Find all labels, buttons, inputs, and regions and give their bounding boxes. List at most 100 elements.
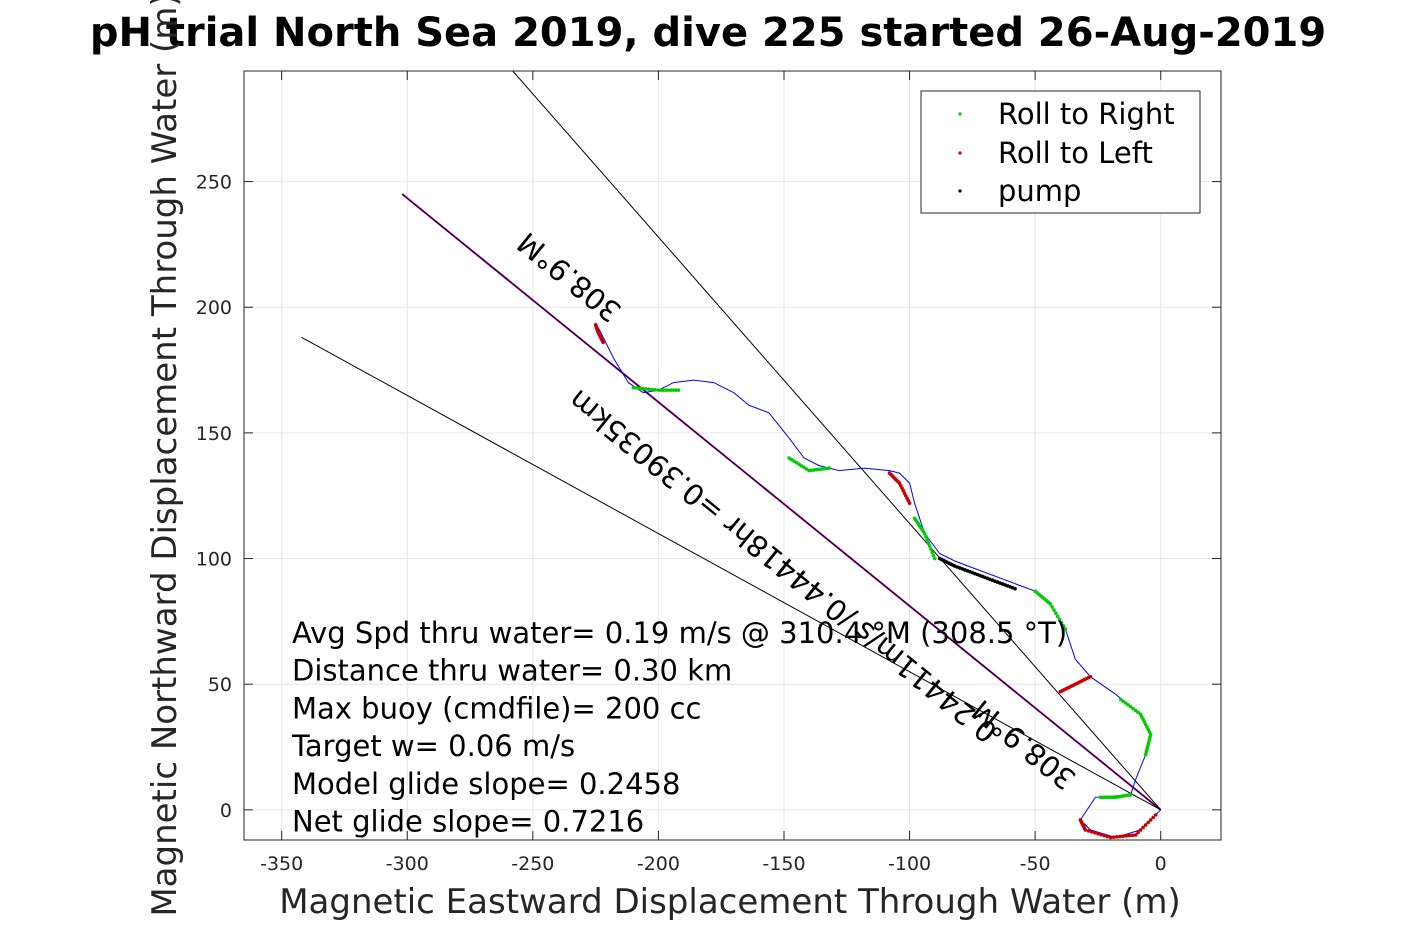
roll-right-point	[1128, 705, 1133, 709]
y-tick-label: 50	[208, 674, 232, 696]
track	[597, 327, 1162, 839]
y-axis-label: Magnetic Northward Displacement Through …	[145, 0, 185, 917]
y-tick-label: 0	[220, 800, 232, 822]
lower-bound-line	[301, 336, 1161, 811]
x-axis-label: Magnetic Eastward Displacement Through W…	[279, 882, 1181, 922]
markers	[593, 323, 1158, 840]
ticks: -350 -300 -250 -200 -150 -100 -50 0 0 50 100 150 200…	[196, 71, 1221, 875]
upper-bound-line	[512, 71, 1162, 811]
roll-right-point	[1059, 620, 1064, 625]
x-tick-label: -300	[386, 853, 429, 875]
annotation-line: Distance thru water= 0.30 km	[292, 654, 732, 688]
heading-overlay-line	[401, 193, 1162, 811]
roll-left-point	[1153, 813, 1158, 817]
roll-left-point	[1133, 833, 1138, 837]
roll-right-point	[653, 388, 658, 392]
x-tick-label: -350	[260, 853, 303, 875]
roll-right-point	[650, 387, 654, 392]
roll-left-point	[1118, 834, 1122, 839]
roll-right-point	[931, 553, 936, 558]
pump-point	[937, 556, 942, 561]
x-tick-label: -250	[511, 853, 554, 875]
roll-right-point	[644, 387, 648, 391]
roll-right-point	[1126, 703, 1130, 707]
roll-right-point	[1054, 611, 1058, 615]
x-tick-label: -150	[762, 853, 805, 875]
roll-right-point	[634, 386, 639, 390]
roll-right-point	[1052, 608, 1056, 612]
legend-label-roll-right: Roll to Right	[998, 97, 1175, 131]
legend-label-roll-left: Roll to Left	[998, 136, 1153, 170]
roll-right-point	[926, 541, 931, 545]
legend-marker-roll-left	[958, 151, 962, 155]
annotation-line: Net glide slope= 0.7216	[292, 805, 644, 839]
roll-left-point	[1058, 689, 1063, 694]
roll-right-point	[1050, 605, 1054, 609]
roll-right-point	[1061, 623, 1066, 628]
roll-right-point	[1121, 699, 1125, 703]
y-tick-label: 100	[196, 549, 232, 571]
roll-left-point	[1089, 830, 1094, 834]
reference-lines	[301, 71, 1162, 811]
roll-right-point	[1136, 710, 1140, 715]
roll-left-point	[1151, 815, 1155, 820]
roll-right-point	[1138, 712, 1143, 717]
roll-left-point	[1105, 834, 1110, 839]
roll-left-point	[1127, 833, 1132, 838]
roll-left-point	[1121, 834, 1125, 839]
roll-left-point	[1102, 833, 1107, 838]
roll-right-point	[1033, 589, 1037, 594]
roll-right-point	[674, 388, 678, 392]
roll-right-point	[671, 388, 676, 392]
roll-right-point	[631, 385, 636, 390]
roll-left-point	[1092, 830, 1097, 835]
y-tick-label: 250	[196, 172, 232, 194]
roll-right-point	[666, 388, 671, 392]
annotation-block: Avg Spd thru water= 0.19 m/s @ 310.4 °M …	[291, 616, 1067, 839]
roll-right-point	[1123, 701, 1128, 705]
plot-frame	[243, 70, 1222, 841]
legend-box	[920, 90, 1201, 214]
y-tick-label: 150	[196, 423, 232, 445]
roll-left-point	[1078, 818, 1083, 822]
legend-marker-pump	[958, 189, 962, 193]
roll-right-point	[637, 386, 642, 391]
roll-right-point	[640, 386, 645, 391]
roll-left-point	[1130, 833, 1135, 838]
roll-right-point	[669, 388, 673, 392]
legend: Roll to Right Roll to Left pump	[920, 90, 1201, 214]
y-tick-label: 200	[196, 297, 232, 319]
x-tick-label: 0	[1155, 853, 1167, 875]
annotation-line: Avg Spd thru water= 0.19 m/s @ 310.4 °M …	[292, 616, 1067, 650]
roll-left-point	[1124, 834, 1128, 838]
roll-left-point	[1138, 828, 1143, 832]
roll-left-point	[1148, 818, 1153, 822]
roll-right-point	[929, 547, 933, 551]
roll-right-point	[647, 387, 651, 392]
roll-left-point	[1099, 832, 1103, 837]
roll-left-point	[1108, 835, 1113, 840]
chart-title: pH trial North Sea 2019, dive 225 starte…	[90, 10, 1326, 56]
roll-right-point	[924, 534, 928, 539]
roll-right-point	[659, 388, 663, 392]
annotation-line: Model glide slope= 0.2458	[292, 767, 680, 801]
roll-right-point	[1063, 627, 1068, 631]
roll-left-point	[887, 471, 892, 475]
roll-right-point	[827, 466, 831, 470]
x-tick-label: -100	[888, 853, 931, 875]
annotation-line: Max buoy (cmdfile)= 200 cc	[292, 691, 701, 725]
roll-right-point	[1118, 697, 1123, 702]
roll-right-point	[1133, 708, 1138, 713]
roll-right-point	[1131, 706, 1135, 711]
roll-left-point	[1141, 825, 1145, 830]
roll-right-point	[1057, 617, 1062, 622]
roll-left-point	[1114, 835, 1119, 839]
roll-right-point	[1098, 795, 1103, 800]
roll-right-point	[912, 516, 917, 521]
roll-right-point	[664, 388, 668, 392]
roll-right-point	[656, 388, 661, 392]
legend-marker-roll-right	[958, 112, 962, 116]
roll-right-point	[930, 550, 934, 555]
roll-left-point	[1136, 830, 1140, 835]
roll-left-point	[1096, 831, 1100, 836]
